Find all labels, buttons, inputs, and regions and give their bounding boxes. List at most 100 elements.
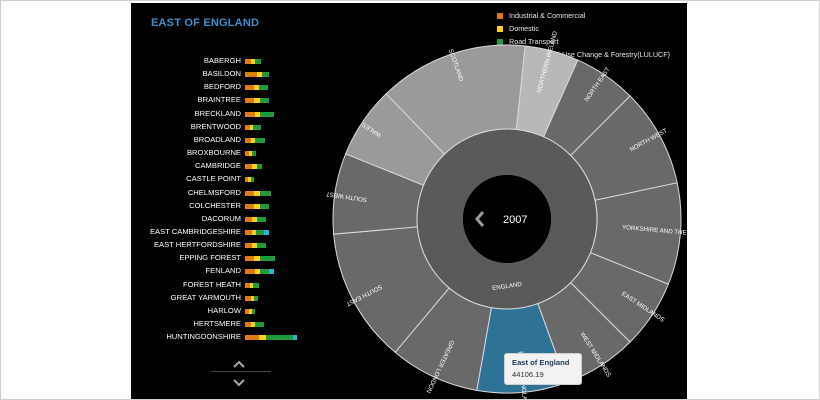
legend-label: Domestic <box>509 24 539 33</box>
district-name: CHELMSFORD <box>187 187 241 197</box>
district-name: BASILDON <box>202 69 241 79</box>
bar-segment <box>245 216 252 222</box>
district-name: COLCHESTER <box>189 200 241 210</box>
district-row[interactable]: BRECKLAND <box>131 108 331 121</box>
bar-segment <box>260 98 269 104</box>
bar-segment <box>259 85 268 91</box>
bar-segment <box>254 203 260 209</box>
chevron-down-icon <box>233 379 245 387</box>
bar-segment <box>248 177 251 183</box>
bar-segment <box>293 335 297 341</box>
district-name: GREAT YARMOUTH <box>170 292 241 302</box>
district-name: EPPING FOREST <box>179 253 241 263</box>
district-name: HUNTINGDONSHIRE <box>166 332 241 342</box>
district-row[interactable]: CHELMSFORD <box>131 187 331 200</box>
legend-label: Road Transport <box>509 37 559 46</box>
district-row[interactable]: GREAT YARMOUTH <box>131 292 331 305</box>
bar-segment <box>245 269 255 275</box>
district-row[interactable]: BRAINTREE <box>131 94 331 107</box>
region-title: EAST OF ENGLAND <box>151 17 260 29</box>
legend-swatch-industrial <box>497 13 503 19</box>
bar-segment <box>255 322 264 327</box>
bar-segment <box>249 308 252 314</box>
bar-segment <box>262 72 269 78</box>
bar-segment <box>251 295 254 301</box>
district-row[interactable]: HARLOW <box>131 305 331 318</box>
bar-segment <box>245 137 251 143</box>
district-name: BABERGH <box>203 56 241 65</box>
bar-segment <box>254 295 258 301</box>
back-chevron-icon[interactable] <box>475 211 485 227</box>
bar-segment <box>245 85 254 91</box>
pager-divider <box>211 371 271 372</box>
chevron-up-icon <box>233 360 245 368</box>
inner-ring-label: ENGLAND <box>492 281 523 292</box>
bar-segment <box>245 308 249 314</box>
bar-segment <box>252 216 257 222</box>
district-row[interactable]: HERTSMERE <box>131 318 331 331</box>
district-row[interactable]: HUNTINGDONSHIRE <box>131 331 331 344</box>
district-row[interactable]: BASILDON <box>131 68 331 81</box>
district-row[interactable]: BEDFORD <box>131 81 331 94</box>
legend-label: Land Use, Land-Use Change & Forestry(LUL… <box>509 50 670 59</box>
district-row[interactable]: EAST HERTFORDSHIRE <box>131 239 331 252</box>
bar-segment <box>252 243 257 249</box>
bar-segment <box>245 111 255 117</box>
bar-segment <box>253 124 261 130</box>
district-name: BRENTWOOD <box>190 121 241 131</box>
district-name: BROADLAND <box>193 134 241 144</box>
bar-segment <box>245 322 251 327</box>
district-row[interactable]: EAST CAMBRIDGESHIRE <box>131 226 331 239</box>
district-row[interactable]: FOREST HEATH <box>131 279 331 292</box>
bar-segment <box>245 243 252 249</box>
district-name: FENLAND <box>205 266 241 276</box>
bar-segment <box>250 282 253 288</box>
bar-segment <box>254 190 260 196</box>
district-row[interactable]: BABERGH <box>131 55 331 68</box>
scroll-down-button[interactable] <box>233 375 245 387</box>
bar-segment <box>260 203 269 209</box>
district-row[interactable]: BROADLAND <box>131 134 331 147</box>
district-name: CAMBRIDGE <box>195 161 241 171</box>
legend-label: Industrial & Commercial <box>509 11 586 20</box>
bar-segment <box>256 229 264 235</box>
bar-segment <box>245 203 254 209</box>
scroll-up-button[interactable] <box>233 356 245 368</box>
bar-segment <box>245 151 249 157</box>
district-row[interactable]: EPPING FOREST <box>131 252 331 265</box>
bar-segment <box>254 256 260 262</box>
visualization-stage: EAST OF ENGLAND Industrial & Commercial … <box>131 3 687 399</box>
sunburst-chart[interactable]: SCOTLAND NORTHERN IRELAND NORTH EASTNORTH … <box>131 3 687 399</box>
bar-segment <box>257 72 262 78</box>
district-name: BROXBOURNE <box>186 148 241 158</box>
bar-segment <box>245 282 250 288</box>
bar-segment <box>255 269 260 275</box>
bar-segment <box>260 256 275 262</box>
district-row[interactable]: DACORUM <box>131 213 331 226</box>
bar-segment <box>255 137 265 143</box>
district-row[interactable]: BRENTWOOD <box>131 121 331 134</box>
bar-segment <box>252 229 256 235</box>
bar-segment <box>264 229 269 235</box>
bar-segment <box>252 308 255 314</box>
bar-segment <box>245 124 250 130</box>
inner-ring-england[interactable] <box>417 129 597 309</box>
district-row[interactable]: CAMBRIDGE <box>131 160 331 173</box>
legend-swatch-road <box>497 39 503 45</box>
inner-ring-outline <box>416 128 598 310</box>
district-name: HARLOW <box>207 305 241 315</box>
region-tooltip: East of England 44106.19 <box>504 353 582 385</box>
center-disc <box>463 175 551 263</box>
district-list: BABERGH BASILDON BEDFORD BRAINTREE BRECKLAND… <box>131 55 331 355</box>
bar-segment <box>245 295 251 301</box>
tooltip-value: 44106.19 <box>512 370 544 379</box>
bar-segment <box>255 111 260 117</box>
district-row[interactable]: CASTLE POINT <box>131 173 331 186</box>
district-name: HERTSMERE <box>193 319 241 328</box>
district-row[interactable]: BROXBOURNE <box>131 147 331 160</box>
district-name: EAST HERTFORDSHIRE <box>153 240 241 250</box>
district-row[interactable]: FENLAND <box>131 265 331 278</box>
bar-segment <box>260 111 274 117</box>
district-row[interactable]: COLCHESTER <box>131 200 331 213</box>
